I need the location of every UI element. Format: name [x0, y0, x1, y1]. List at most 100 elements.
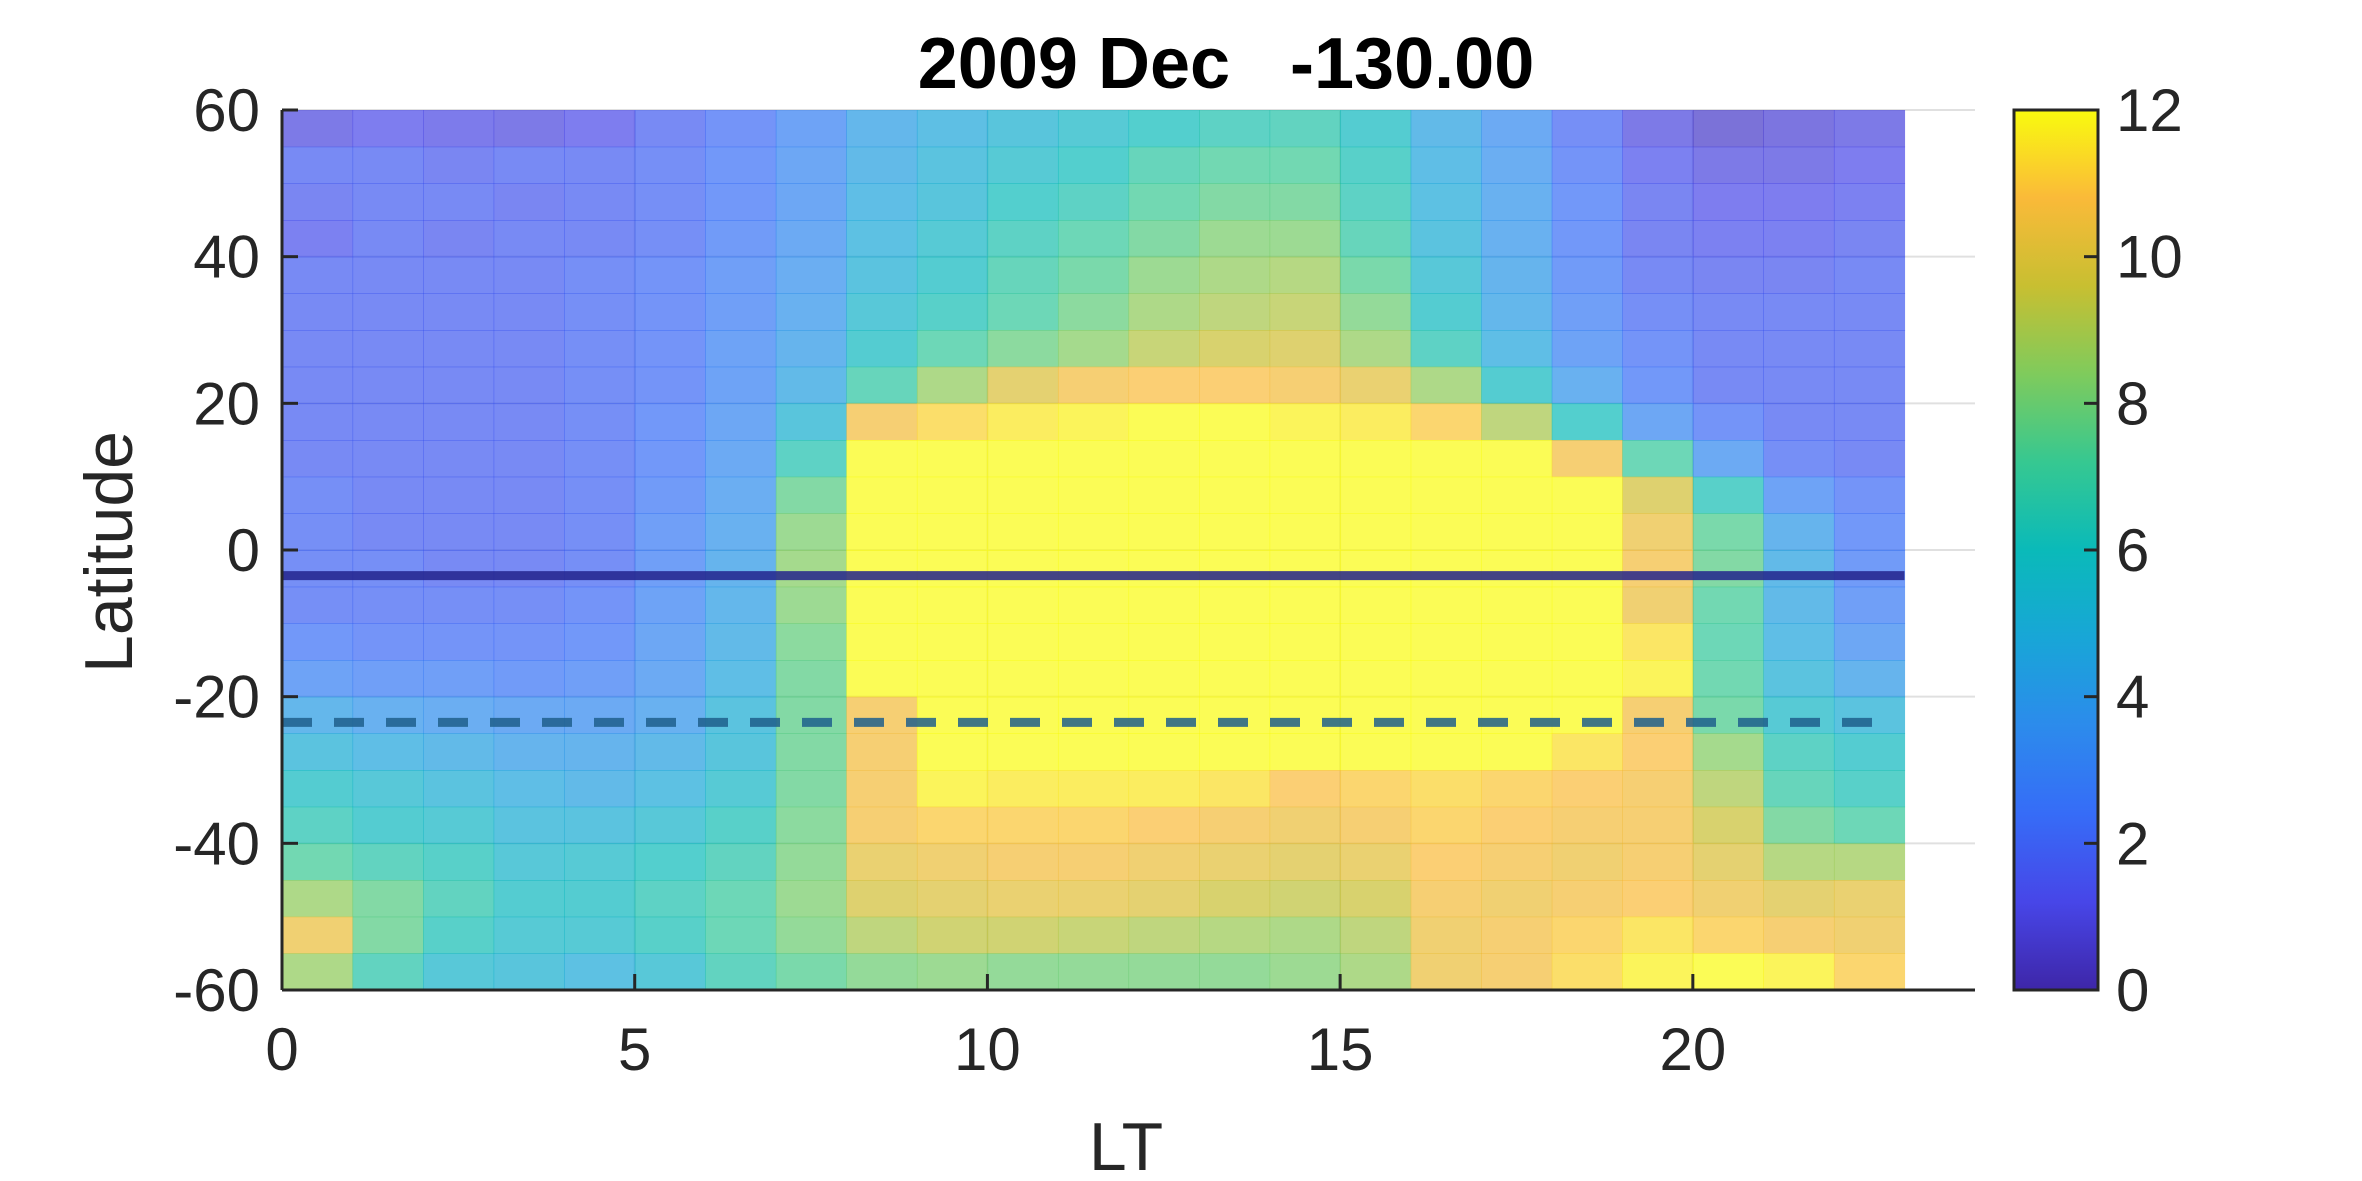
- heatmap-cell: [1199, 550, 1271, 588]
- heatmap-cell: [352, 183, 424, 221]
- heatmap-cell: [1481, 256, 1553, 294]
- heatmap-cell: [916, 256, 989, 294]
- heatmap-cell: [1128, 770, 1200, 808]
- heatmap-cell: [1128, 953, 1200, 991]
- heatmap-cell: [1481, 550, 1553, 588]
- heatmap-cell: [1763, 330, 1835, 368]
- heatmap-cell: [916, 550, 989, 588]
- heatmap-cell: [564, 183, 636, 221]
- heatmap-cell: [634, 366, 706, 404]
- heatmap-cell: [1340, 550, 1412, 588]
- heatmap-cell: [1481, 476, 1553, 514]
- heatmap-cell: [564, 586, 636, 624]
- heatmap-cell: [1269, 256, 1341, 294]
- heatmap-cell: [705, 586, 777, 624]
- heatmap-cell: [493, 146, 565, 184]
- heatmap-cell: [775, 366, 847, 404]
- heatmap-cell: [352, 733, 424, 771]
- heatmap-cell: [634, 146, 706, 184]
- heatmap-cell: [1551, 696, 1623, 734]
- heatmap-cell: [1692, 220, 1764, 258]
- heatmap-cell: [352, 256, 424, 294]
- heatmap-cell: [846, 110, 918, 148]
- heatmap-cell: [1340, 843, 1412, 881]
- heatmap-cell: [1410, 623, 1482, 661]
- heatmap-cell: [352, 110, 424, 148]
- heatmap-cell: [352, 330, 424, 368]
- heatmap-cell: [1692, 770, 1764, 808]
- heatmap-cell: [1057, 256, 1130, 294]
- heatmap-cell: [1692, 623, 1764, 661]
- heatmap-cell: [1833, 220, 1906, 258]
- y-tick-label: 0: [227, 517, 260, 584]
- heatmap-cell: [564, 513, 636, 551]
- heatmap-cell: [846, 513, 918, 551]
- heatmap-cell: [564, 806, 636, 844]
- heatmap-cell: [493, 550, 565, 588]
- y-axis-label: Latitude: [71, 431, 147, 673]
- heatmap-cell: [564, 403, 636, 441]
- heatmap-cell: [634, 660, 706, 698]
- heatmap-cell: [1481, 770, 1553, 808]
- heatmap-cell: [1410, 330, 1482, 368]
- heatmap-cell: [987, 513, 1059, 551]
- heatmap-cell: [423, 916, 495, 954]
- heatmap-cell: [282, 403, 354, 441]
- heatmap-cell: [1763, 403, 1835, 441]
- heatmap-cell: [282, 733, 354, 771]
- heatmap-cell: [1410, 843, 1482, 881]
- heatmap-cell: [1410, 256, 1482, 294]
- heatmap-cell: [1199, 146, 1271, 184]
- heatmap-cell: [1833, 733, 1906, 771]
- heatmap-cell: [1128, 476, 1200, 514]
- heatmap-cell: [1763, 623, 1835, 661]
- heatmap-cell: [1833, 550, 1906, 588]
- heatmap-cell: [916, 696, 989, 734]
- colorbar-tick-label: 4: [2116, 664, 2149, 731]
- heatmap-cell: [1199, 220, 1271, 258]
- heatmap-cell: [775, 476, 847, 514]
- heatmap-cell: [282, 953, 354, 991]
- heatmap-cell: [564, 293, 636, 331]
- heatmap-cell: [282, 916, 354, 954]
- heatmap-cell: [1128, 220, 1200, 258]
- heatmap-cell: [634, 953, 706, 991]
- heatmap-cell: [493, 696, 565, 734]
- x-tick-label: 0: [265, 1016, 298, 1083]
- heatmap-cell: [1340, 476, 1412, 514]
- heatmap-cell: [634, 550, 706, 588]
- heatmap-cell: [987, 256, 1059, 294]
- heatmap-cell: [1199, 256, 1271, 294]
- colorbar-tick-label: 0: [2116, 957, 2149, 1024]
- heatmap-cell: [634, 330, 706, 368]
- heatmap-cell: [1269, 403, 1341, 441]
- heatmap-cell: [352, 220, 424, 258]
- heatmap-cell: [282, 330, 354, 368]
- heatmap-cell: [1551, 586, 1623, 624]
- heatmap-cell: [1340, 880, 1412, 918]
- heatmap-cell: [1481, 183, 1553, 221]
- heatmap-cell: [1481, 403, 1553, 441]
- heatmap-cell: [1269, 660, 1341, 698]
- heatmap-cell: [493, 770, 565, 808]
- heatmap-cell: [564, 733, 636, 771]
- heatmap-cell: [634, 476, 706, 514]
- heatmap-cell: [1833, 146, 1906, 184]
- heatmap-cell: [282, 623, 354, 661]
- heatmap-cell: [1057, 293, 1130, 331]
- y-tick-label: -60: [173, 957, 260, 1024]
- heatmap-cell: [846, 696, 918, 734]
- heatmap-cell: [1692, 403, 1764, 441]
- heatmap-cell: [916, 220, 989, 258]
- heatmap-cell: [1410, 146, 1482, 184]
- heatmap-cell: [1551, 220, 1623, 258]
- heatmap-cell: [1692, 696, 1764, 734]
- heatmap-cell: [987, 806, 1059, 844]
- heatmap-cell: [1057, 220, 1130, 258]
- heatmap-cell: [1622, 330, 1694, 368]
- heatmap-cell: [493, 733, 565, 771]
- heatmap-cell: [1622, 293, 1694, 331]
- heatmap-cell: [634, 733, 706, 771]
- heatmap-cell: [1128, 806, 1200, 844]
- heatmap-cell: [564, 843, 636, 881]
